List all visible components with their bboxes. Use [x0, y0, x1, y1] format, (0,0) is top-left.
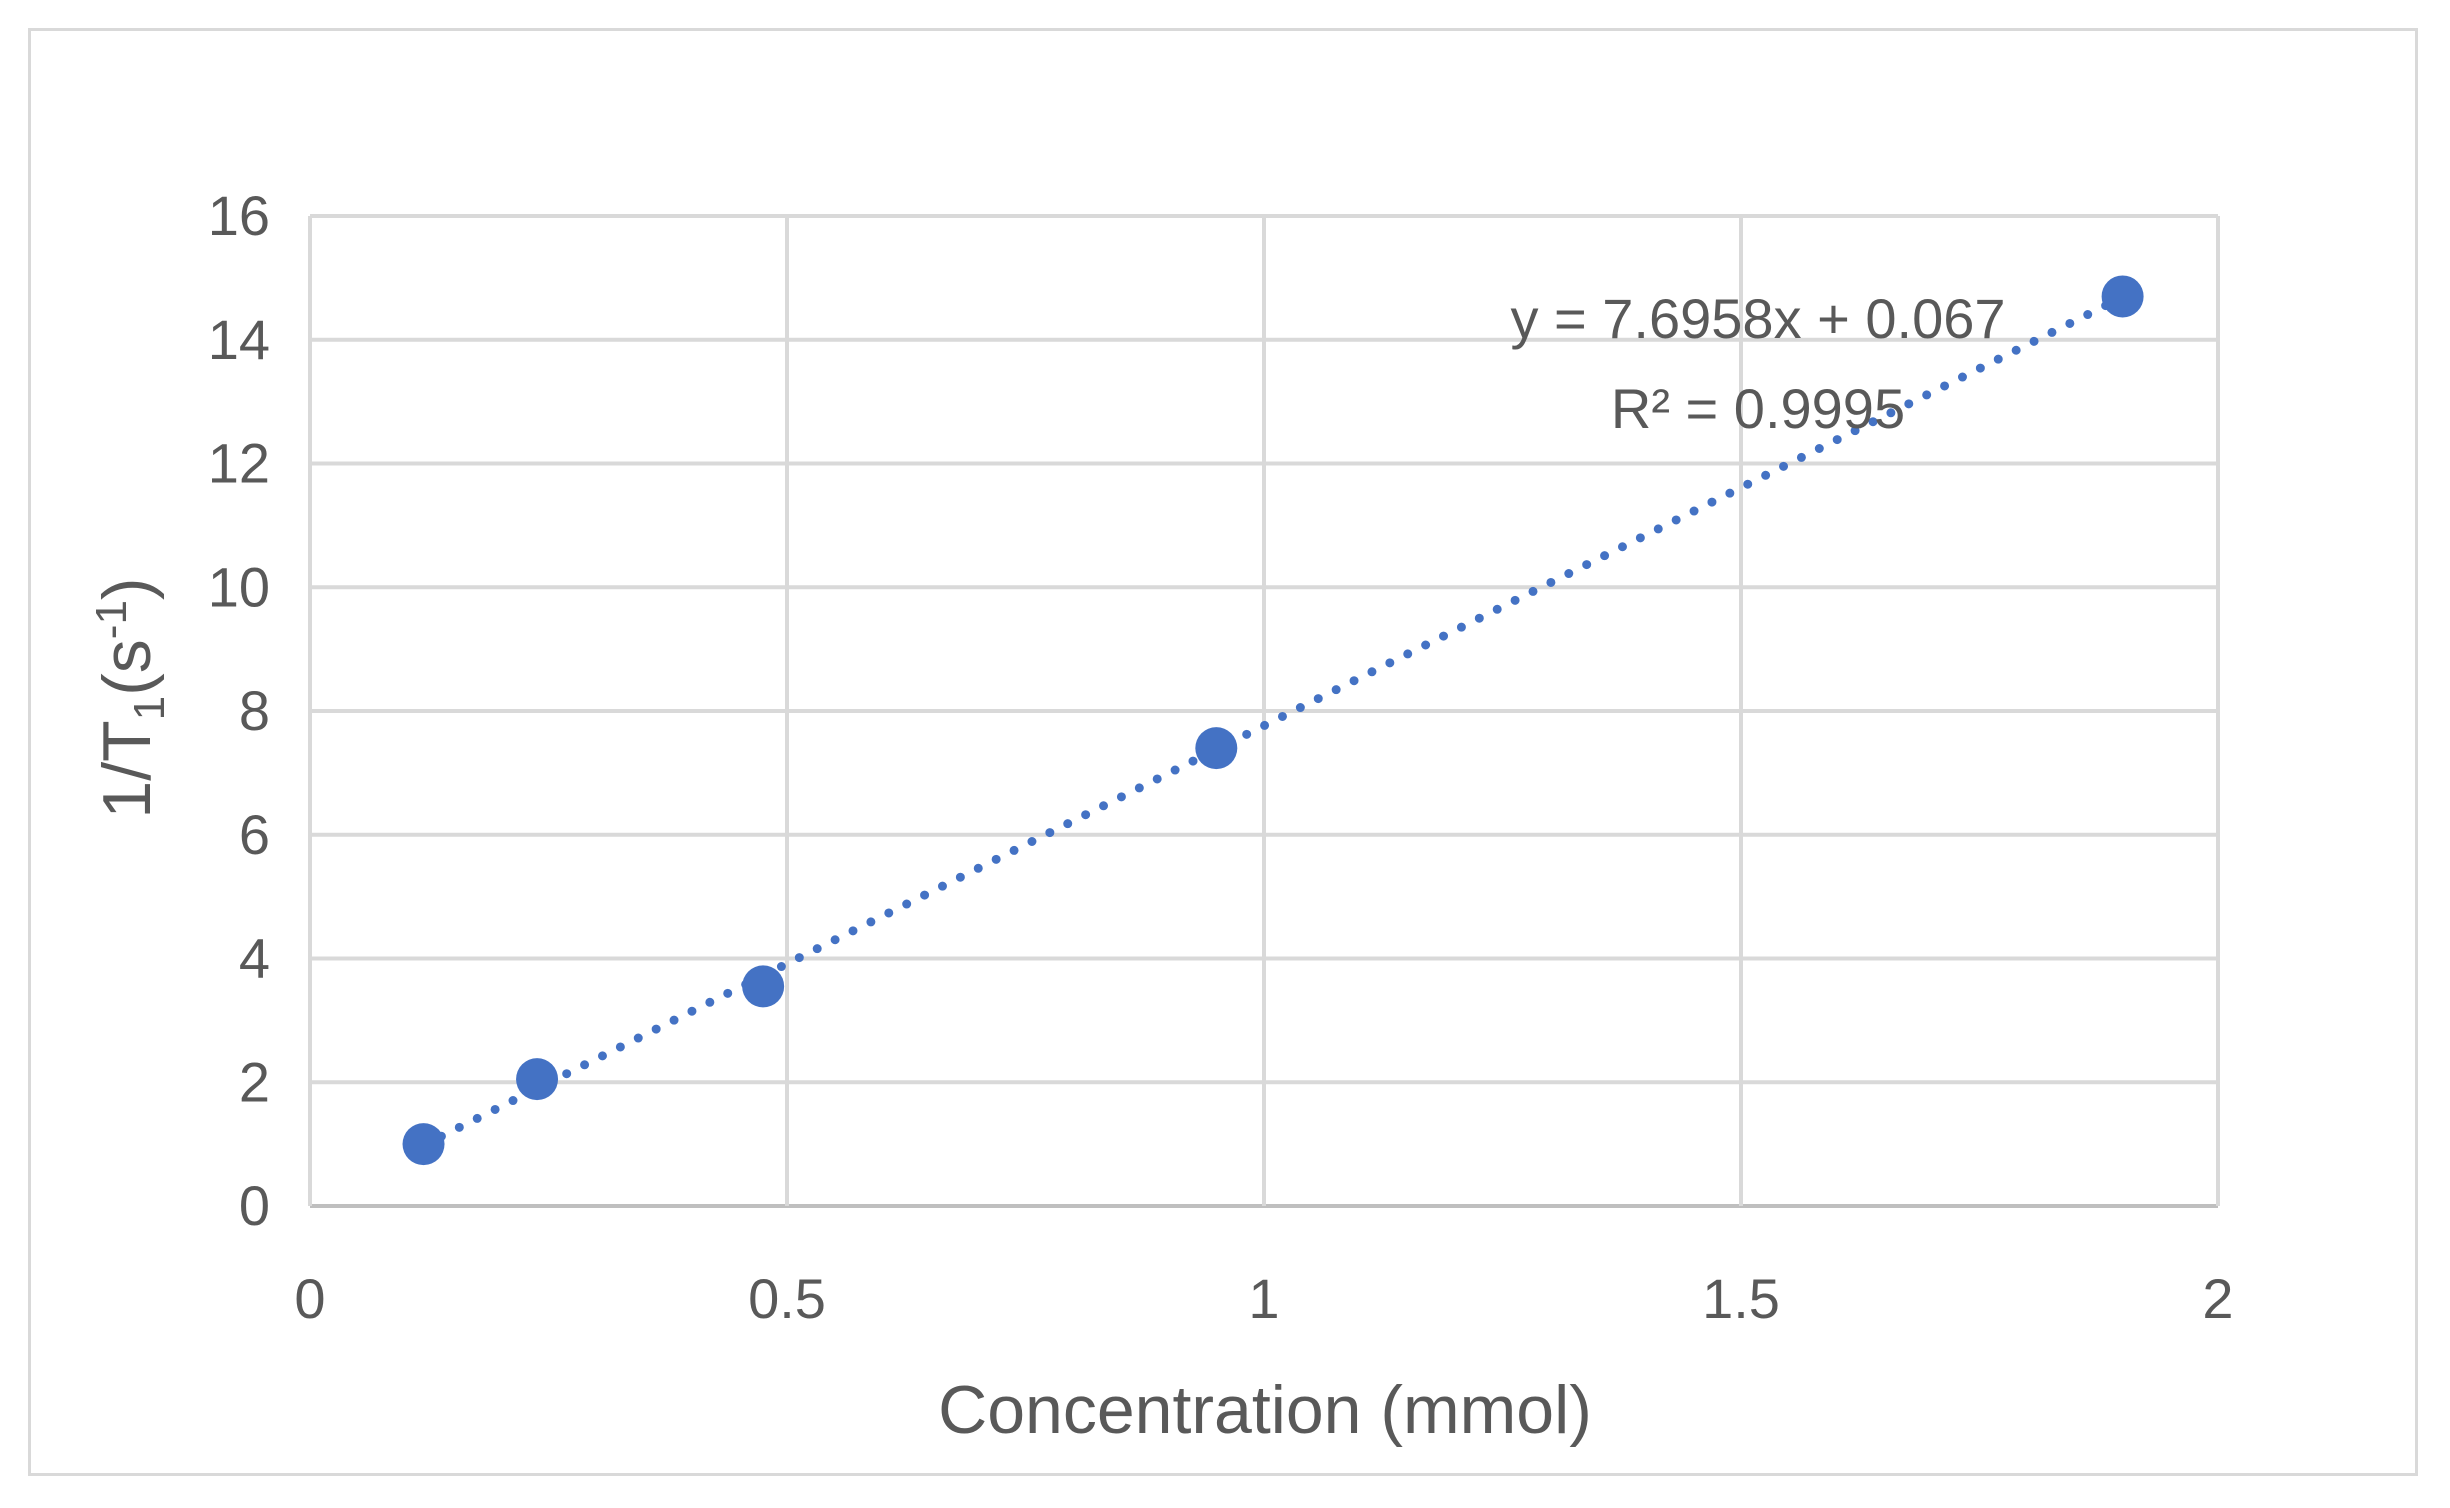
y-axis-title-paren-open: (s [89, 639, 165, 696]
grid [308, 214, 2220, 1208]
data-point [742, 965, 785, 1008]
y-tick-label: 0 [239, 1174, 270, 1237]
trendline-equation: y = 7.6958x + 0.067 [1510, 287, 2005, 350]
x-axis-title: Concentration (mmol) [938, 1372, 1592, 1448]
data-points [402, 275, 2144, 1166]
trendline [419, 292, 2128, 1150]
x-tick-label: 1 [1248, 1267, 1279, 1330]
x-tick-label: 1.5 [1702, 1267, 1780, 1330]
data-point [2101, 275, 2144, 318]
x-tick-label: 0.5 [748, 1267, 826, 1330]
trendline-layer [419, 292, 2128, 1150]
y-axis-title-main: 1/T [89, 720, 165, 818]
data-point [402, 1123, 445, 1166]
y-tick-label: 14 [208, 308, 270, 371]
y-tick-label: 16 [208, 184, 270, 247]
y-axis-title-superscript: -1 [87, 600, 136, 639]
y-tick-label: 4 [239, 927, 270, 990]
y-tick-label: 10 [208, 555, 270, 618]
y-axis-title: 1/T1(s-1) [87, 577, 174, 818]
tick-labels: 0 2 4 6 8 10 12 14 16 0 0.5 1 1.5 2 [208, 184, 2234, 1330]
y-tick-label: 12 [208, 432, 270, 495]
y-axis-title-subscript: 1 [125, 696, 174, 720]
y-axis-title-paren-close: ) [89, 577, 165, 600]
trendline-r-squared: R² = 0.9995 [1611, 377, 1905, 440]
data-point [516, 1058, 559, 1101]
x-tick-label: 0 [294, 1267, 325, 1330]
x-tick-label: 2 [2202, 1267, 2233, 1330]
y-tick-label: 8 [239, 679, 270, 742]
data-point [1195, 727, 1238, 770]
y-tick-label: 6 [239, 803, 270, 866]
y-tick-label: 2 [239, 1050, 270, 1113]
